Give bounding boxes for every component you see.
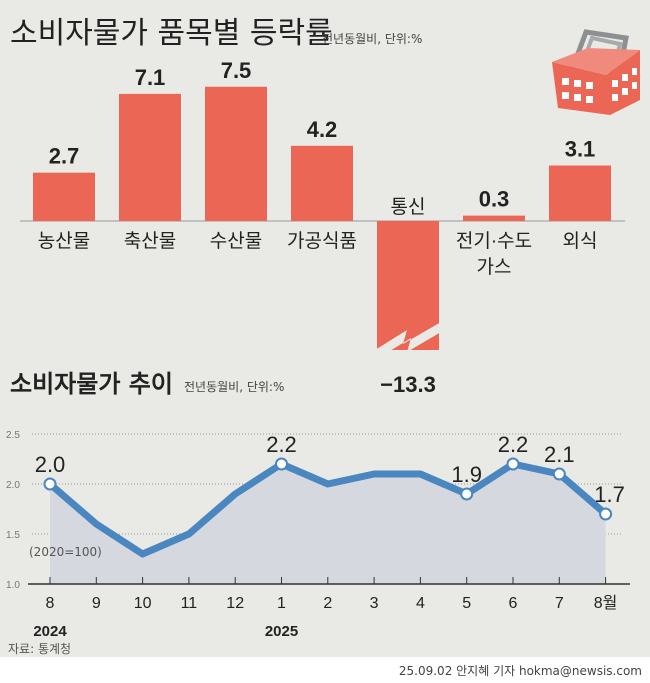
x-tick-label: 5 [462,595,471,612]
bar-chart: 2.7 농산물 7.1 축산물 7.5 수산물 4.2 가공식품 통신 −13.3 0.3 전기·수도… [20,58,625,397]
bar [33,172,95,221]
data-label: 2.2 [266,432,297,457]
category-label: 수산물 [210,230,262,252]
x-tick-label: 1 [277,595,286,612]
x-tick-label: 11 [181,595,198,612]
y-tick-label: 2.5 [6,430,20,441]
credit: 25.09.02 안지혜 기자 hokma@newsis.com [398,664,642,678]
bar-value-label: 3.1 [565,137,596,162]
data-point [43,477,57,491]
data-label: 2.1 [544,442,575,467]
x-tick-label: 3 [370,595,379,612]
x-tick-label: 6 [509,595,518,612]
bar [377,221,439,350]
bar [463,215,525,221]
x-tick-label: 4 [416,595,425,612]
x-tick-label: 8 [46,595,55,612]
x-tick-label: 9 [92,595,101,612]
line-chart-subtitle: 전년동월비, 단위:% [184,380,285,394]
y-tick-label: 1.5 [6,530,20,541]
data-point [552,467,566,481]
y-tick-label: 2.0 [6,480,20,491]
category-label: 가스 [477,256,512,278]
y-tick-label: 1.0 [6,580,20,591]
category-label: 통신 [391,196,426,218]
x-tick-label: 12 [226,595,244,612]
bar-chart-subtitle: 전년동월비, 단위:% [322,32,423,46]
category-label: 전기·수도 [456,230,532,252]
year-label: 2024 [33,623,67,640]
data-point [460,487,474,501]
category-label: 외식 [563,230,598,252]
bar-chart-title: 소비자물가 품목별 등락률 [10,8,333,52]
line-chart-title: 소비자물가 추이 [10,370,173,398]
bar [549,165,611,221]
x-tick-label: 7 [555,595,564,612]
data-point [506,457,520,471]
year-label: 2025 [265,623,298,640]
bar-value-label: 4.2 [307,117,338,142]
data-label: 1.7 [594,482,625,507]
bar-value-label: 2.7 [49,144,80,169]
x-tick-label: 2 [323,595,332,612]
category-label: 축산물 [124,230,176,252]
shopping-basket-icon [552,29,640,115]
bar [205,86,267,221]
x-tick-label: 10 [134,595,152,612]
bar-value-label: −13.3 [380,372,436,397]
x-tick-label: 8월 [594,594,618,612]
bar-value-label: 0.3 [479,187,510,212]
source: 자료: 통계청 [8,642,72,656]
bar-value-label: 7.1 [135,65,166,90]
index-note: (2020=100) [29,545,102,559]
footer: 25.09.02 안지혜 기자 hokma@newsis.com [0,657,650,683]
data-label: 1.9 [451,462,482,487]
bar [119,93,181,221]
bar-break [375,322,441,360]
bar-value-label: 7.5 [221,58,252,83]
data-point [599,507,613,521]
title-text: 소비자물가 품목별 등락률 [10,16,333,51]
data-label: 2.0 [35,452,66,477]
bar [291,145,353,221]
category-label: 가공식품 [287,230,357,252]
data-label: 2.2 [498,432,529,457]
data-point [275,457,288,471]
category-label: 농산물 [38,230,90,252]
